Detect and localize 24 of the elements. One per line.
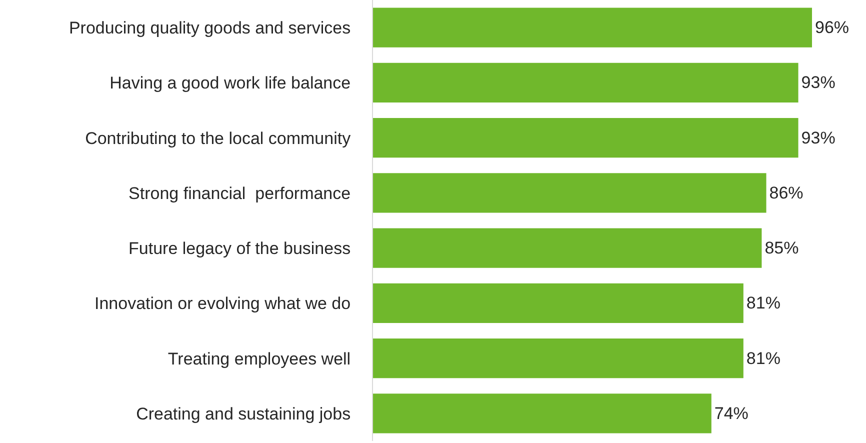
bar — [373, 338, 744, 378]
y-tick-label: Innovation or evolving what we do — [94, 294, 351, 314]
y-tick-label: Future legacy of the business — [128, 239, 351, 258]
data-label: 81% — [746, 294, 780, 313]
data-label: 93% — [801, 73, 836, 92]
data-label: 81% — [746, 348, 780, 368]
data-label: 85% — [764, 238, 799, 258]
bar — [373, 118, 798, 158]
data-label: 86% — [769, 183, 804, 202]
bar — [373, 8, 812, 48]
data-label: 93% — [801, 128, 836, 148]
bar — [373, 228, 762, 268]
y-tick-label: Creating and sustaining jobs — [136, 404, 351, 424]
y-tick-label: Contributing to the local community — [85, 128, 352, 148]
y-tick-label: Strong financial performance — [128, 184, 351, 203]
bar — [373, 173, 766, 213]
y-tick-label: Treating employees well — [168, 349, 351, 368]
y-tick-label: Having a good work life balance — [110, 74, 351, 93]
data-label: 96% — [815, 18, 850, 38]
bar — [373, 283, 744, 324]
bar — [373, 62, 798, 103]
y-tick-label: Producing quality goods and services — [68, 18, 351, 38]
bar — [373, 394, 712, 434]
data-label: 74% — [714, 404, 748, 423]
